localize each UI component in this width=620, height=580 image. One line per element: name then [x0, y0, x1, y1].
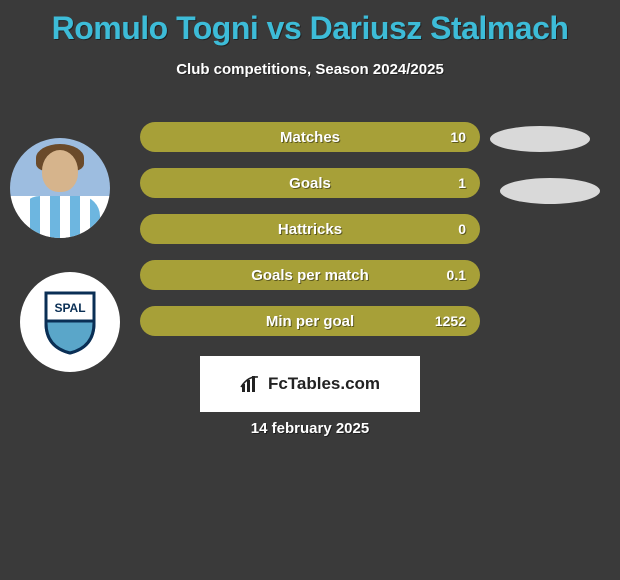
- stat-bar-row: Hattricks0: [140, 214, 480, 244]
- stat-bar-fill: [140, 214, 480, 244]
- stat-bar-row: Matches10: [140, 122, 480, 152]
- comparison-date: 14 february 2025: [0, 420, 620, 437]
- opponent-stat-pill: [500, 178, 600, 204]
- stat-bar-row: Min per goal1252: [140, 306, 480, 336]
- stat-bar-fill: [140, 306, 480, 336]
- stat-bar-fill: [140, 122, 480, 152]
- brand-name: FcTables.com: [268, 374, 380, 394]
- club-badge-text: SPAL: [54, 301, 85, 315]
- stat-bar-fill: [140, 260, 480, 290]
- club-badge: SPAL: [20, 272, 120, 372]
- chart-icon: [240, 374, 262, 394]
- stat-bar-row: Goals1: [140, 168, 480, 198]
- player-head-shape: [42, 150, 78, 192]
- comparison-subtitle: Club competitions, Season 2024/2025: [0, 61, 620, 78]
- club-shield-icon: SPAL: [42, 289, 98, 355]
- stat-bar-fill: [140, 168, 480, 198]
- stat-bars: Matches10 Goals1 Hattricks0 Goals per match…: [140, 122, 480, 352]
- player-avatar: [10, 138, 110, 238]
- stat-bar-row: Goals per match0.1: [140, 260, 480, 290]
- comparison-title: Romulo Togni vs Dariusz Stalmach: [0, 0, 620, 47]
- player-jersey-shape: [20, 196, 100, 238]
- brand-attribution: FcTables.com: [200, 356, 420, 412]
- opponent-stat-pill: [490, 126, 590, 152]
